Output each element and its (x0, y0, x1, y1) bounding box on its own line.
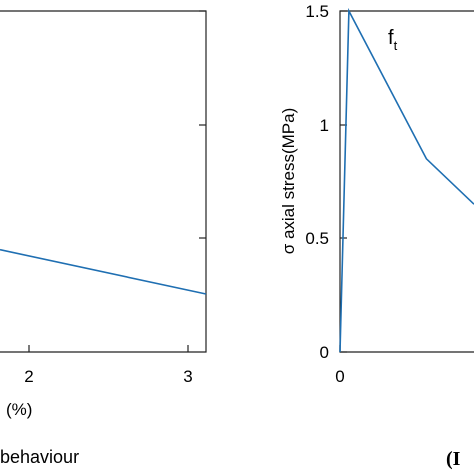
right-y-axis-label: σ axial stress(MPa) (279, 108, 298, 255)
right-plot-frame (339, 10, 474, 353)
right-caption: (I (446, 448, 461, 470)
left-caption: behaviour (0, 447, 79, 467)
ft-annotation-base: f (388, 27, 394, 49)
left-x-tick-3-label: 3 (183, 367, 192, 386)
left-x-axis-label: (%) (6, 400, 32, 419)
right-y-tick-1.5-label: 1.5 (305, 2, 329, 21)
ft-annotation-subscript: t (394, 38, 398, 53)
right-y-tick-1-label: 1 (320, 116, 329, 135)
left-series-line (0, 248, 207, 295)
right-plot: 0 0.5 1 1.5 0 σ axial stress(MPa) ft (I (279, 2, 474, 470)
ft-annotation: ft (388, 27, 398, 53)
left-plot: 2 3 (%) behaviour (0, 10, 207, 467)
right-series-line (339, 7, 474, 353)
right-y-tick-0-label: 0 (320, 343, 329, 362)
left-x-tick-2-label: 2 (24, 367, 33, 386)
right-y-tick-0.5-label: 0.5 (305, 229, 329, 248)
right-x-tick-0-label: 0 (335, 367, 344, 386)
left-plot-frame (0, 10, 207, 353)
